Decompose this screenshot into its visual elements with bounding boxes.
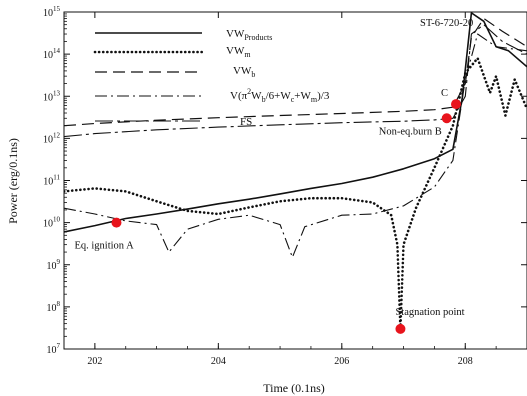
legend-label-fs: FS <box>240 116 252 128</box>
annotation-marker <box>441 113 452 124</box>
y-tick-label: 1014 <box>43 47 61 61</box>
y-tick-label: 1015 <box>43 5 61 19</box>
y-tick-label: 107 <box>47 342 61 356</box>
x-axis-ticks: 202 204 206 208 <box>63 12 527 367</box>
x-tick-label: 202 <box>87 356 102 367</box>
chart-title: ST-6-720-20 <box>420 18 473 29</box>
y-tick-label: 1012 <box>43 131 61 145</box>
y-axis-ticks: 107 108 109 1010 1011 1012 1013 1014 1015 <box>43 5 527 356</box>
annotation-marker <box>111 217 122 228</box>
series-line-4 <box>64 24 527 138</box>
series-line-0 <box>64 12 527 233</box>
series-line-1 <box>64 56 527 331</box>
annotation-label: Stagnation point <box>395 307 464 318</box>
annotation-marker <box>395 323 406 334</box>
legend-label-vw-products: VWProducts <box>226 28 272 42</box>
y-tick-label: 108 <box>47 300 61 314</box>
x-tick-label: 208 <box>458 356 473 367</box>
plot-frame <box>63 11 527 350</box>
x-tick-label: 206 <box>334 356 349 367</box>
annotations: Eq. ignition A Non-eq.burn B C Stagnation p… <box>74 88 465 334</box>
y-tick-label: 1013 <box>43 89 61 103</box>
y-tick-label: 109 <box>47 258 61 272</box>
y-axis-label: Power (erg/0.1ns) <box>6 138 20 224</box>
x-tick-label: 204 <box>211 356 226 367</box>
y-tick-label: 1011 <box>43 174 60 188</box>
series-layer <box>64 12 527 331</box>
annotation-label: Non-eq.burn B <box>379 126 442 137</box>
x-axis-label: Time (0.1ns) <box>263 381 325 395</box>
legend-label-vw-b: VWb <box>233 65 255 79</box>
legend: VWProducts VWm VWb V(π2Wb/6+Wc+Wm)/3 FS <box>93 28 330 128</box>
legend-label-v-combo: V(π2Wb/6+Wc+Wm)/3 <box>230 87 330 104</box>
y-tick-label: 1010 <box>43 216 61 230</box>
annotation-label: C <box>441 88 448 99</box>
annotation-marker <box>451 99 462 110</box>
annotation-label: Eq. ignition A <box>74 241 134 252</box>
series-line-3 <box>64 33 527 258</box>
legend-label-vw-m: VWm <box>226 45 251 59</box>
